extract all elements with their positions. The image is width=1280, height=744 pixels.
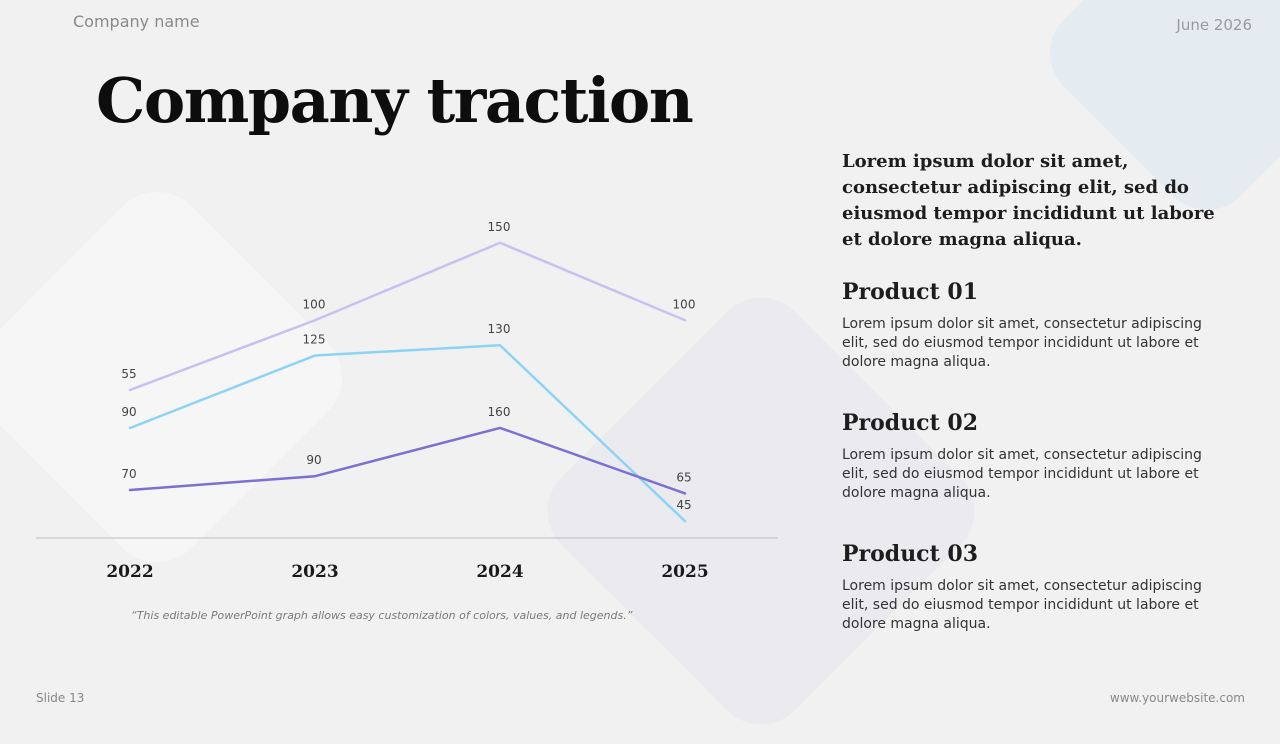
data-label: 130	[488, 322, 511, 336]
series-line-3	[128, 426, 687, 495]
slide-title: Company traction	[96, 64, 694, 137]
x-tick-label: 2024	[476, 562, 523, 582]
data-label: 90	[306, 453, 321, 467]
data-label: 125	[303, 333, 326, 347]
company-name: Company name	[73, 12, 200, 31]
series-line-2	[128, 343, 687, 523]
slide-date: June 2026	[1176, 16, 1252, 34]
x-tick-label: 2022	[106, 562, 153, 582]
data-label: 100	[673, 297, 696, 311]
data-label: 160	[488, 405, 511, 419]
product-title: Product 01	[842, 279, 979, 305]
data-label: 55	[121, 367, 136, 381]
data-label: 65	[676, 470, 691, 484]
data-label: 100	[303, 297, 326, 311]
product-block-01: Product 01 Lorem ipsum dolor sit amet, c…	[842, 279, 1222, 372]
product-text: Lorem ipsum dolor sit amet, consectetur …	[842, 447, 1202, 501]
data-label: 45	[676, 498, 691, 512]
series-line-1	[128, 241, 687, 392]
product-text: Lorem ipsum dolor sit amet, consectetur …	[842, 316, 1202, 370]
product-title: Product 03	[842, 541, 979, 567]
product-block-03: Product 03 Lorem ipsum dolor sit amet, c…	[842, 541, 1222, 634]
data-label: 70	[121, 467, 136, 481]
slide-number: Slide 13	[36, 691, 85, 705]
lead-paragraph: Lorem ipsum dolor sit amet, consectetur …	[842, 151, 1215, 250]
product-text: Lorem ipsum dolor sit amet, consectetur …	[842, 578, 1202, 632]
data-label: 150	[488, 220, 511, 234]
product-block-02: Product 02 Lorem ipsum dolor sit amet, c…	[842, 410, 1222, 503]
website-url: www.yourwebsite.com	[1109, 691, 1245, 705]
x-tick-label: 2025	[661, 562, 708, 582]
data-label: 90	[121, 405, 136, 419]
traction-line-chart: 55 100 150 100 90 125 130 45 70 90 160 65 2022 2023 20…	[36, 220, 778, 582]
chart-caption: “This editable PowerPoint graph allows e…	[131, 609, 633, 622]
x-tick-label: 2023	[291, 562, 338, 582]
product-title: Product 02	[842, 410, 979, 436]
